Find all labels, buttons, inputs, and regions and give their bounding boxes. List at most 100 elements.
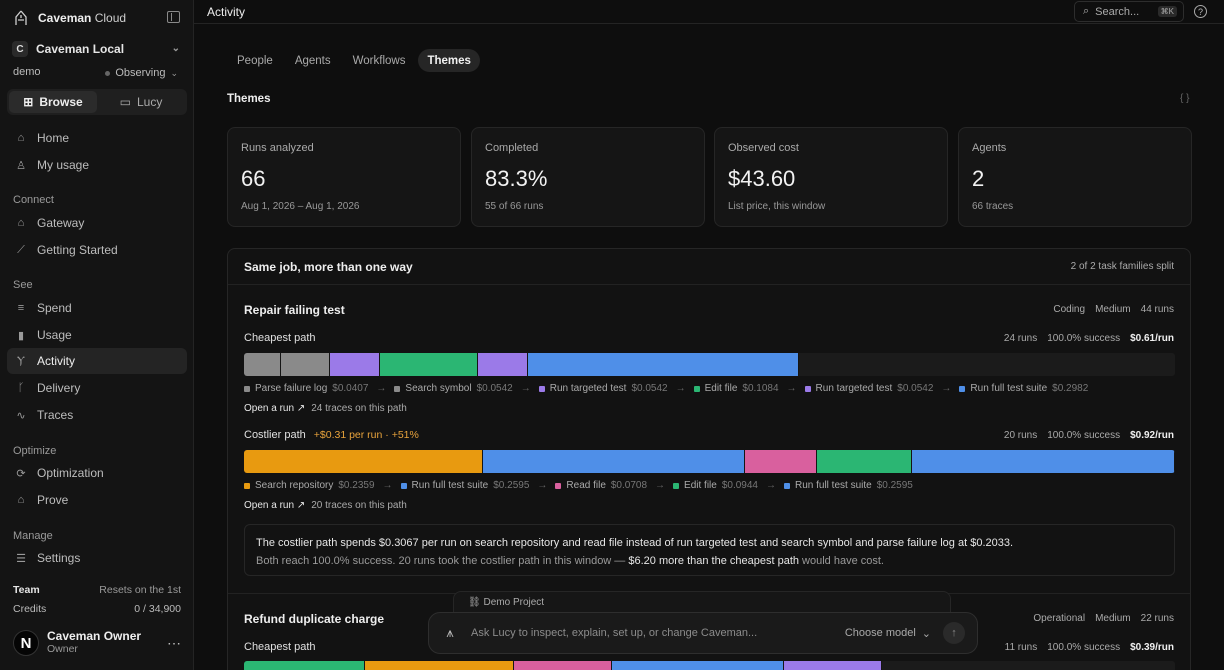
brand[interactable]: Caveman Cloud <box>12 8 126 28</box>
user-menu[interactable]: N Caveman Owner Owner ⋯ <box>13 628 181 658</box>
workspace-name: Caveman Local <box>36 42 125 56</box>
user-role: Owner <box>47 643 78 655</box>
open-run-link[interactable]: Open a run ↗ <box>244 403 305 414</box>
path-step-segment[interactable] <box>527 353 800 376</box>
savings-highlight: $6.20 more than the cheapest path <box>628 555 799 567</box>
kpi-value: 66 <box>241 166 266 191</box>
explanation-text: Both reach 100.0% success. 20 runs took … <box>256 555 629 567</box>
tag: Coding <box>1053 304 1086 315</box>
open-run-link[interactable]: Open a run ↗ <box>244 500 305 511</box>
path-step-segment[interactable] <box>912 450 1175 473</box>
tab-workflows[interactable]: Workflows <box>352 54 406 67</box>
open-run-label: Open a run <box>244 403 295 414</box>
path-step-segment[interactable] <box>513 661 612 670</box>
step-name: Run full test suite <box>411 480 489 491</box>
path-step-segment[interactable] <box>816 450 913 473</box>
avatar: N <box>13 630 39 656</box>
kpi-agents: Agents 2 66 traces <box>958 127 1192 227</box>
sidebar-item-optimization[interactable]: ⟳ Optimization <box>7 460 187 486</box>
help-icon[interactable]: ? <box>1194 5 1207 18</box>
costlier-path-bar <box>244 450 1175 473</box>
kpi-label: Completed <box>485 142 539 154</box>
link-icon: ⛓ <box>468 597 481 608</box>
path-delta: +$0.31 per run · +51% <box>313 429 419 441</box>
step-cost: $0.2595 <box>493 480 530 491</box>
step-swatch <box>394 385 401 392</box>
step-name: Read file <box>566 480 606 491</box>
home-icon: ⌂ <box>17 132 25 144</box>
sidebar-item-prove[interactable]: ⌂ Prove <box>7 487 187 513</box>
chevron-down-icon: ⌄ <box>171 43 180 54</box>
sidebar-item-gateway[interactable]: ⌂ Gateway <box>7 210 187 236</box>
kpi-sub: Aug 1, 2026 – Aug 1, 2026 <box>241 201 360 212</box>
json-view-icon[interactable]: { } <box>1180 93 1190 104</box>
path-step-segment[interactable] <box>611 661 784 670</box>
model-select[interactable]: Choose model ⌄ <box>845 627 931 640</box>
path-step-segment[interactable] <box>365 661 514 670</box>
step-swatch <box>959 385 966 392</box>
bar-chart-icon: ▮ <box>17 329 25 342</box>
path-step-segment[interactable] <box>478 353 528 376</box>
grid-icon: ⊞ <box>23 95 34 109</box>
browse-button[interactable]: ⊞ Browse <box>9 91 97 113</box>
lucy-button[interactable]: ▭ Lucy <box>97 91 185 113</box>
path-step-segment[interactable] <box>281 353 331 376</box>
sidebar-item-settings[interactable]: ☰ Settings <box>7 545 187 571</box>
git-branch-icon: ᚴ <box>17 382 25 394</box>
cheapest-path-legend: Parse failure log $0.0407 → Search symbol $0… <box>244 383 1088 394</box>
tag: 22 runs <box>1140 613 1174 624</box>
path-comparison-panel: Same job, more than one way 2 of 2 task … <box>227 248 1191 670</box>
path-step-segment[interactable] <box>379 353 479 376</box>
database-icon: ≡ <box>17 302 25 314</box>
task-family-title: Refund duplicate charge <box>244 612 385 626</box>
chevron-down-icon: ⌄ <box>921 627 931 640</box>
topbar: Activity ⌕ Search... ⌘K ? <box>194 0 1224 24</box>
task-family-tags: Coding Medium 44 runs <box>1053 304 1174 315</box>
costlier-path-legend: Search repository $0.2359 → Run full test s… <box>244 480 913 491</box>
step-swatch <box>400 482 407 489</box>
browse-label: Browse <box>39 95 83 109</box>
sidebar-item-delivery[interactable]: ᚴ Delivery <box>7 375 187 401</box>
search-input[interactable]: ⌕ Search... ⌘K <box>1074 1 1184 22</box>
tab-people[interactable]: People <box>237 54 273 67</box>
branch-icon: Ⲩ <box>17 354 25 367</box>
tab-agents[interactable]: Agents <box>294 54 331 67</box>
lucy-composer: ⩚ Ask Lucy to inspect, explain, set up, … <box>428 612 978 654</box>
sidebar-item-my-usage[interactable]: ♙ My usage <box>7 152 187 178</box>
path-step-segment[interactable] <box>244 450 483 473</box>
mode-selector[interactable]: Observing ⌄ <box>105 66 178 80</box>
mode-label: Observing <box>115 67 166 79</box>
panel-title: Same job, more than one way <box>244 260 413 274</box>
sidebar-item-getting-started[interactable]: ⟋ Getting Started <box>7 237 187 263</box>
project-chip[interactable]: ⛓ Demo Project <box>453 591 951 613</box>
sidebar-item-label: Getting Started <box>37 243 118 257</box>
activity-tabs: People Agents Workflows Themes <box>228 49 480 72</box>
step-cost: $0.1084 <box>742 383 779 394</box>
trace-count: 24 traces on this path <box>311 403 407 414</box>
lucy-prompt-input[interactable]: Ask Lucy to inspect, explain, set up, or… <box>471 627 758 639</box>
cycle-icon: ⟳ <box>16 467 26 480</box>
path-success: 100.0% success <box>1047 642 1121 653</box>
path-step-segment[interactable] <box>482 450 746 473</box>
path-step-segment[interactable] <box>330 353 380 376</box>
path-step-segment[interactable] <box>244 353 282 376</box>
home-icon: ⌂ <box>17 494 25 506</box>
more-icon[interactable]: ⋯ <box>167 634 181 651</box>
tab-themes[interactable]: Themes <box>418 49 480 72</box>
sidebar-item-usage[interactable]: ▮ Usage <box>7 322 187 348</box>
path-step-segment[interactable] <box>244 661 366 670</box>
path-step-segment[interactable] <box>783 661 882 670</box>
tag: Operational <box>1033 613 1086 624</box>
kpi-label: Observed cost <box>728 142 799 154</box>
collapse-sidebar-icon[interactable] <box>167 11 180 23</box>
workspace-switcher[interactable]: C Caveman Local ⌄ <box>12 40 182 58</box>
sidebar-item-home[interactable]: ⌂ Home <box>7 125 187 151</box>
sidebar-item-spend[interactable]: ≡ Spend <box>7 295 187 321</box>
send-button[interactable]: ↑ <box>943 622 965 644</box>
kpi-runs-analyzed: Runs analyzed 66 Aug 1, 2026 – Aug 1, 20… <box>227 127 461 227</box>
sidebar-item-label: Gateway <box>37 216 85 230</box>
sidebar-item-traces[interactable]: ∿ Traces <box>7 402 187 428</box>
path-step-segment[interactable] <box>745 450 817 473</box>
external-link-icon: ↗ <box>296 500 306 511</box>
sidebar-item-activity[interactable]: Ⲩ Activity <box>7 348 187 374</box>
